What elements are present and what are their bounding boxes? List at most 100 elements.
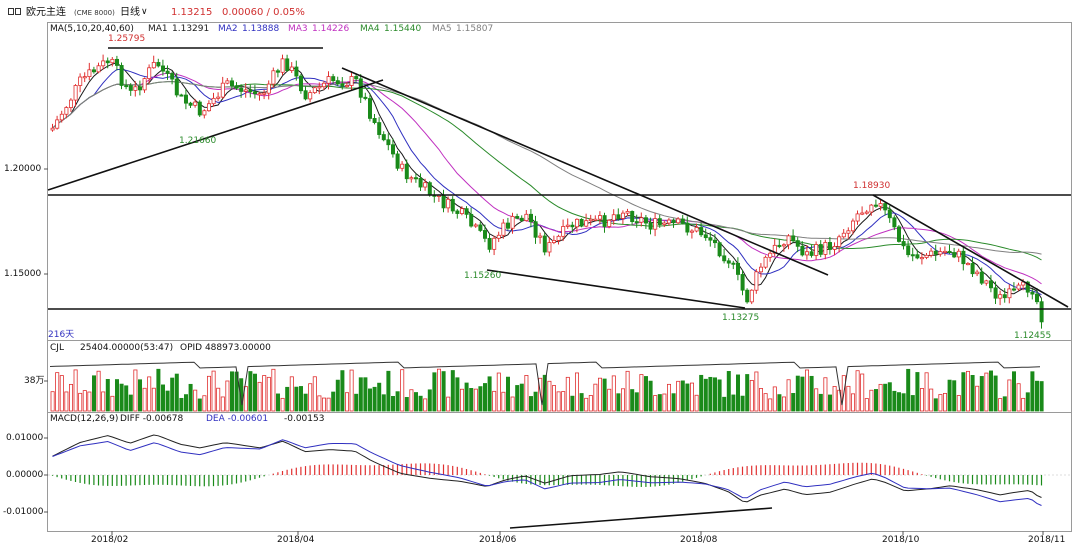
trend-line[interactable]	[509, 507, 773, 529]
candle-body	[542, 235, 547, 253]
volume-bar	[436, 368, 441, 412]
price-change: 0.00060 / 0.05%	[222, 7, 305, 18]
candle-body	[961, 250, 966, 265]
volume-bar	[814, 388, 819, 412]
volume-bar	[303, 393, 308, 412]
volume-bar	[105, 379, 110, 412]
candle-body	[147, 67, 152, 80]
candle-body	[234, 85, 239, 89]
volume-bar	[933, 398, 938, 412]
volume-bar	[740, 395, 745, 412]
volume-bar	[667, 383, 672, 412]
volume-bar	[952, 380, 957, 412]
volume-bar	[575, 372, 580, 412]
y-tick-macd-2: 0.00000	[6, 470, 44, 480]
volume-bar	[703, 378, 708, 412]
volume-bar	[423, 398, 428, 412]
chevron-down-icon[interactable]: ∨	[141, 7, 148, 17]
candle-body	[50, 127, 55, 131]
trend-line[interactable]	[341, 67, 829, 276]
window-icon[interactable]	[8, 8, 22, 16]
candle-body	[533, 221, 538, 238]
volume-bar	[239, 378, 244, 412]
volume-bar	[248, 371, 253, 412]
ma1-label: MA1	[148, 24, 168, 34]
volume-bar	[699, 374, 704, 412]
volume-bar	[1039, 381, 1044, 412]
volume-bar	[1030, 371, 1035, 412]
candle-body	[713, 239, 718, 244]
volume-bar	[501, 391, 506, 412]
candle-body	[975, 271, 980, 275]
candle-body	[381, 134, 386, 141]
period-label[interactable]: 日线	[120, 7, 140, 18]
volume-bar	[229, 371, 234, 412]
candle-body	[883, 203, 888, 211]
candle-body	[82, 76, 87, 79]
candle-body	[395, 153, 400, 169]
candle-body	[634, 221, 639, 224]
volume-bar	[50, 391, 55, 412]
volume-bar	[864, 398, 869, 412]
volume-bar	[947, 379, 952, 412]
candle-body	[639, 217, 644, 223]
trend-line[interactable]	[872, 194, 1069, 308]
macd-diff-line	[52, 434, 1042, 503]
candle-body	[174, 78, 179, 96]
volume-bar	[183, 394, 188, 412]
volume-bar	[1025, 392, 1030, 412]
volume-bar	[404, 397, 409, 412]
candle-body	[464, 208, 469, 215]
volume-bar	[777, 394, 782, 412]
x-label-5: 2018/10	[882, 535, 920, 545]
volume-bar	[657, 394, 662, 412]
volume-bar	[846, 385, 851, 412]
volume-bar	[395, 391, 400, 412]
y-tick-macd-3: -0.01000	[3, 507, 44, 517]
volume-bar	[745, 374, 750, 412]
candle-body	[423, 182, 428, 188]
candle-body	[1025, 281, 1030, 293]
volume-bar	[984, 372, 989, 412]
candle-body	[630, 211, 635, 222]
candle-body	[331, 76, 336, 82]
volume-bar	[915, 372, 920, 412]
volume-bar	[321, 397, 326, 412]
candle-body	[390, 144, 395, 155]
volume-bar	[786, 379, 791, 412]
candle-body	[736, 262, 741, 275]
volume-bar	[920, 388, 925, 412]
candle-body	[607, 219, 612, 227]
trend-line[interactable]	[486, 269, 746, 309]
candle-body	[644, 217, 649, 224]
candle-body	[317, 86, 322, 89]
ma5-value: 1.15807	[456, 24, 494, 34]
volume-bar	[680, 380, 685, 412]
volume-bar	[818, 393, 823, 412]
candle-body	[970, 263, 975, 275]
volume-bar	[1021, 397, 1026, 412]
candle-body	[262, 92, 267, 95]
candle-body	[823, 242, 828, 255]
macd-dea-line	[52, 439, 1042, 506]
volume-bar	[639, 374, 644, 412]
volume-bar	[400, 369, 405, 412]
candle-body	[570, 224, 575, 228]
candle-body	[575, 218, 580, 228]
volume-bar	[390, 396, 395, 412]
volume-bars	[49, 361, 1044, 412]
candle-body	[459, 208, 464, 214]
trend-line[interactable]	[47, 79, 384, 191]
candle-body	[694, 227, 699, 232]
volume-bar	[87, 391, 92, 412]
volume-bar	[621, 388, 626, 412]
candle-body	[943, 250, 948, 253]
volume-bar	[851, 393, 856, 412]
volume-bar	[602, 378, 607, 412]
volume-bar	[96, 370, 101, 412]
symbol-name[interactable]: 欧元主连	[26, 7, 66, 18]
volume-bar	[280, 397, 285, 412]
volume-bar	[510, 396, 515, 412]
candle-body	[142, 78, 147, 91]
